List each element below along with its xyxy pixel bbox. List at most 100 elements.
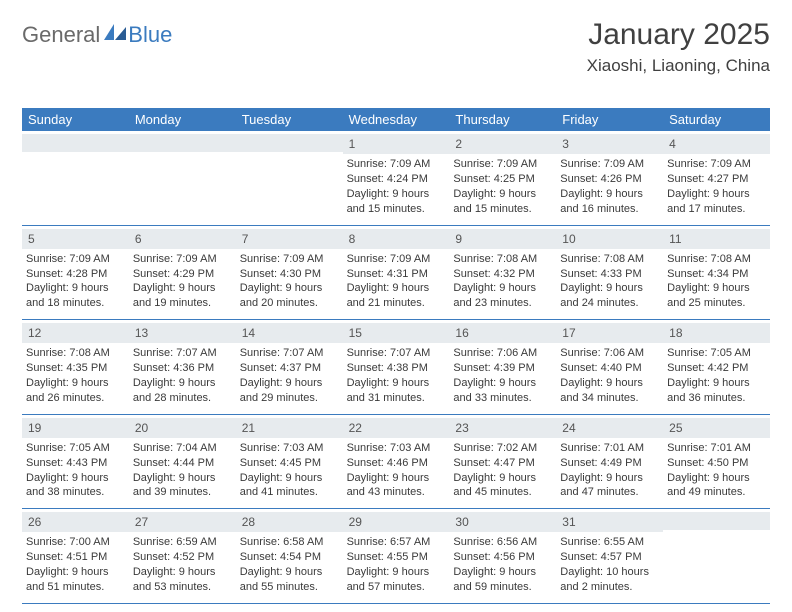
day-detail-line: Daylight: 9 hours and 28 minutes. (133, 376, 232, 406)
day-detail-line: Sunrise: 7:09 AM (26, 252, 125, 267)
day-number: 18 (663, 323, 770, 343)
day-detail-line: Sunrise: 7:07 AM (347, 346, 446, 361)
day-detail-line: Sunset: 4:35 PM (26, 361, 125, 376)
day-detail-line: Sunset: 4:52 PM (133, 550, 232, 565)
day-cell: 29Sunrise: 6:57 AMSunset: 4:55 PMDayligh… (343, 509, 450, 603)
day-detail-line: Daylight: 9 hours and 15 minutes. (347, 187, 446, 217)
day-number (129, 134, 236, 152)
day-detail-line: Sunset: 4:39 PM (453, 361, 552, 376)
day-cell: 30Sunrise: 6:56 AMSunset: 4:56 PMDayligh… (449, 509, 556, 603)
day-detail-line: Sunrise: 7:08 AM (26, 346, 125, 361)
logo-text-blue: Blue (128, 22, 172, 48)
day-detail-line: Daylight: 9 hours and 47 minutes. (560, 471, 659, 501)
day-cell: 26Sunrise: 7:00 AMSunset: 4:51 PMDayligh… (22, 509, 129, 603)
day-detail-line: Sunrise: 7:09 AM (560, 157, 659, 172)
day-detail-line: Sunset: 4:34 PM (667, 267, 766, 282)
day-cell: 21Sunrise: 7:03 AMSunset: 4:45 PMDayligh… (236, 415, 343, 509)
day-number (22, 134, 129, 152)
day-cell: 25Sunrise: 7:01 AMSunset: 4:50 PMDayligh… (663, 415, 770, 509)
day-detail-line: Daylight: 9 hours and 53 minutes. (133, 565, 232, 595)
day-detail-line: Sunset: 4:57 PM (560, 550, 659, 565)
day-detail-line: Sunset: 4:25 PM (453, 172, 552, 187)
day-number: 13 (129, 323, 236, 343)
day-number: 2 (449, 134, 556, 154)
day-detail-line: Sunset: 4:49 PM (560, 456, 659, 471)
weekday-header: Wednesday (343, 108, 450, 131)
day-cell: 13Sunrise: 7:07 AMSunset: 4:36 PMDayligh… (129, 320, 236, 414)
weekday-header: Monday (129, 108, 236, 131)
week-row: 1Sunrise: 7:09 AMSunset: 4:24 PMDaylight… (22, 131, 770, 226)
day-cell: 8Sunrise: 7:09 AMSunset: 4:31 PMDaylight… (343, 226, 450, 320)
day-detail-line: Sunrise: 7:01 AM (560, 441, 659, 456)
day-number: 28 (236, 512, 343, 532)
day-detail-line: Sunset: 4:54 PM (240, 550, 339, 565)
day-detail-line: Sunset: 4:32 PM (453, 267, 552, 282)
day-detail-line: Sunrise: 6:57 AM (347, 535, 446, 550)
day-number: 19 (22, 418, 129, 438)
day-detail-line: Sunset: 4:47 PM (453, 456, 552, 471)
day-detail-line: Sunset: 4:46 PM (347, 456, 446, 471)
day-number: 1 (343, 134, 450, 154)
day-number (236, 134, 343, 152)
day-detail-line: Sunset: 4:29 PM (133, 267, 232, 282)
weekday-header: Saturday (663, 108, 770, 131)
day-detail-line: Sunset: 4:24 PM (347, 172, 446, 187)
day-number: 8 (343, 229, 450, 249)
day-detail-line: Sunrise: 7:01 AM (667, 441, 766, 456)
day-detail-line: Daylight: 9 hours and 21 minutes. (347, 281, 446, 311)
day-detail-line: Sunset: 4:43 PM (26, 456, 125, 471)
day-detail-line: Sunset: 4:27 PM (667, 172, 766, 187)
day-detail-line: Daylight: 9 hours and 17 minutes. (667, 187, 766, 217)
day-detail-line: Sunrise: 6:58 AM (240, 535, 339, 550)
day-number: 15 (343, 323, 450, 343)
day-detail-line: Daylight: 9 hours and 39 minutes. (133, 471, 232, 501)
logo-sail-icon (104, 24, 126, 40)
day-detail-line: Daylight: 9 hours and 38 minutes. (26, 471, 125, 501)
day-cell: 16Sunrise: 7:06 AMSunset: 4:39 PMDayligh… (449, 320, 556, 414)
day-detail-line: Sunset: 4:37 PM (240, 361, 339, 376)
day-detail-line: Sunrise: 7:08 AM (560, 252, 659, 267)
day-detail-line: Sunset: 4:36 PM (133, 361, 232, 376)
month-title: January 2025 (587, 18, 770, 52)
day-number: 14 (236, 323, 343, 343)
day-detail-line: Daylight: 9 hours and 23 minutes. (453, 281, 552, 311)
day-detail-line: Sunrise: 7:06 AM (560, 346, 659, 361)
day-detail-line: Sunrise: 7:04 AM (133, 441, 232, 456)
day-cell: 9Sunrise: 7:08 AMSunset: 4:32 PMDaylight… (449, 226, 556, 320)
day-detail-line: Sunrise: 7:09 AM (667, 157, 766, 172)
location: Xiaoshi, Liaoning, China (587, 56, 770, 76)
header: January 2025 Xiaoshi, Liaoning, China (587, 18, 770, 76)
day-cell: 22Sunrise: 7:03 AMSunset: 4:46 PMDayligh… (343, 415, 450, 509)
week-row: 19Sunrise: 7:05 AMSunset: 4:43 PMDayligh… (22, 415, 770, 510)
day-detail-line: Daylight: 9 hours and 19 minutes. (133, 281, 232, 311)
day-detail-line: Sunset: 4:28 PM (26, 267, 125, 282)
day-cell: 27Sunrise: 6:59 AMSunset: 4:52 PMDayligh… (129, 509, 236, 603)
day-cell: 24Sunrise: 7:01 AMSunset: 4:49 PMDayligh… (556, 415, 663, 509)
week-row: 5Sunrise: 7:09 AMSunset: 4:28 PMDaylight… (22, 226, 770, 321)
day-detail-line: Daylight: 9 hours and 43 minutes. (347, 471, 446, 501)
day-detail-line: Sunset: 4:45 PM (240, 456, 339, 471)
day-detail-line: Sunrise: 7:09 AM (347, 252, 446, 267)
day-cell-empty (236, 131, 343, 225)
day-cell: 1Sunrise: 7:09 AMSunset: 4:24 PMDaylight… (343, 131, 450, 225)
day-detail-line: Sunrise: 7:08 AM (667, 252, 766, 267)
day-detail-line: Sunrise: 7:07 AM (240, 346, 339, 361)
day-cell: 19 Sunrise: 7:05 AMSunset: 4:43 PMDayligh… (22, 415, 129, 509)
day-cell: 20Sunrise: 7:04 AMSunset: 4:44 PMDayligh… (129, 415, 236, 509)
week-row: 12Sunrise: 7:08 AMSunset: 4:35 PMDayligh… (22, 320, 770, 415)
day-number: 21 (236, 418, 343, 438)
day-cell: 7Sunrise: 7:09 AMSunset: 4:30 PMDaylight… (236, 226, 343, 320)
day-cell: 11Sunrise: 7:08 AMSunset: 4:34 PMDayligh… (663, 226, 770, 320)
day-detail-line: Sunset: 4:56 PM (453, 550, 552, 565)
day-detail-line: Sunrise: 7:05 AM (26, 441, 125, 456)
day-detail-line: Sunset: 4:50 PM (667, 456, 766, 471)
day-detail-line: Sunrise: 7:08 AM (453, 252, 552, 267)
day-number: 11 (663, 229, 770, 249)
day-detail-line: Sunset: 4:30 PM (240, 267, 339, 282)
day-detail-line: Daylight: 9 hours and 33 minutes. (453, 376, 552, 406)
day-number (663, 512, 770, 530)
day-number: 20 (129, 418, 236, 438)
day-detail-line: Daylight: 9 hours and 31 minutes. (347, 376, 446, 406)
weekday-header: Friday (556, 108, 663, 131)
day-detail-line: Daylight: 9 hours and 34 minutes. (560, 376, 659, 406)
